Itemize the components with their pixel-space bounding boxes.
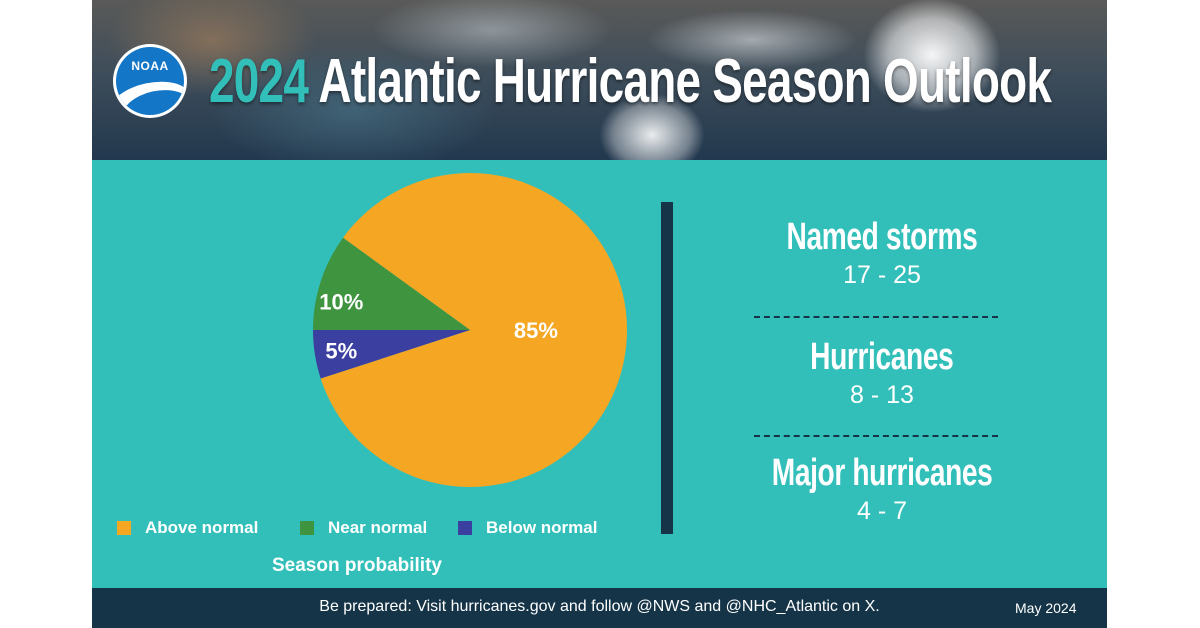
pie-label-above-normal: 85% xyxy=(514,318,558,343)
stat-title-named-storms: Named storms xyxy=(786,216,978,258)
noaa-logo: NOAA xyxy=(116,47,184,115)
stat-separator xyxy=(754,435,998,437)
noaa-logo-text: NOAA xyxy=(131,59,169,73)
legend-label-near-normal: Near normal xyxy=(328,518,428,537)
legend-label-below-normal: Below normal xyxy=(486,518,598,537)
stat-value-hurricanes: 8 - 13 xyxy=(850,381,914,409)
stat-value-named-storms: 17 - 25 xyxy=(843,261,921,289)
pie-legend: Above normal Near normal Below normal xyxy=(117,518,657,542)
satellite-banner: NOAA 2024 Atlantic Hurricane Season Outl… xyxy=(92,0,1107,160)
pie-slice-above-normal xyxy=(320,173,627,488)
storm-stats: Named storms 17 - 25 Hurricanes 8 - 13 M… xyxy=(732,160,1032,588)
pie-caption: Season probability xyxy=(272,555,442,576)
stat-title-major-hurricanes: Major hurricanes xyxy=(771,452,993,494)
title-text: Atlantic Hurricane Season Outlook xyxy=(318,47,1052,116)
legend-swatch-near-normal xyxy=(300,521,314,535)
footer-message: Be prepared: Visit hurricanes.gov and fo… xyxy=(319,598,880,615)
pie-label-near-normal: 10% xyxy=(319,290,363,315)
legend-swatch-above-normal xyxy=(117,521,131,535)
vertical-divider xyxy=(661,202,673,534)
legend-swatch-below-normal xyxy=(458,521,472,535)
footer-date: May 2024 xyxy=(1015,600,1077,616)
outlook-card: NOAA 2024 Atlantic Hurricane Season Outl… xyxy=(92,0,1107,628)
page-title: 2024 Atlantic Hurricane Season Outlook xyxy=(209,42,1052,122)
stat-separator xyxy=(754,316,998,318)
title-year: 2024 xyxy=(209,47,309,116)
stat-value-major-hurricanes: 4 - 7 xyxy=(856,497,908,525)
pie-label-below-normal: 5% xyxy=(325,338,357,363)
pie-slice-below-normal xyxy=(313,330,470,379)
legend-label-above-normal: Above normal xyxy=(145,518,259,537)
main-panel: 85% 10% 5% Above normal Near normal Below … xyxy=(92,160,1107,588)
stat-title-hurricanes: Hurricanes xyxy=(810,336,954,378)
probability-pie-chart: 85% 10% 5% xyxy=(313,173,627,488)
footer-bar: Be prepared: Visit hurricanes.gov and fo… xyxy=(92,588,1107,628)
pie-slice-near-normal xyxy=(313,237,470,330)
